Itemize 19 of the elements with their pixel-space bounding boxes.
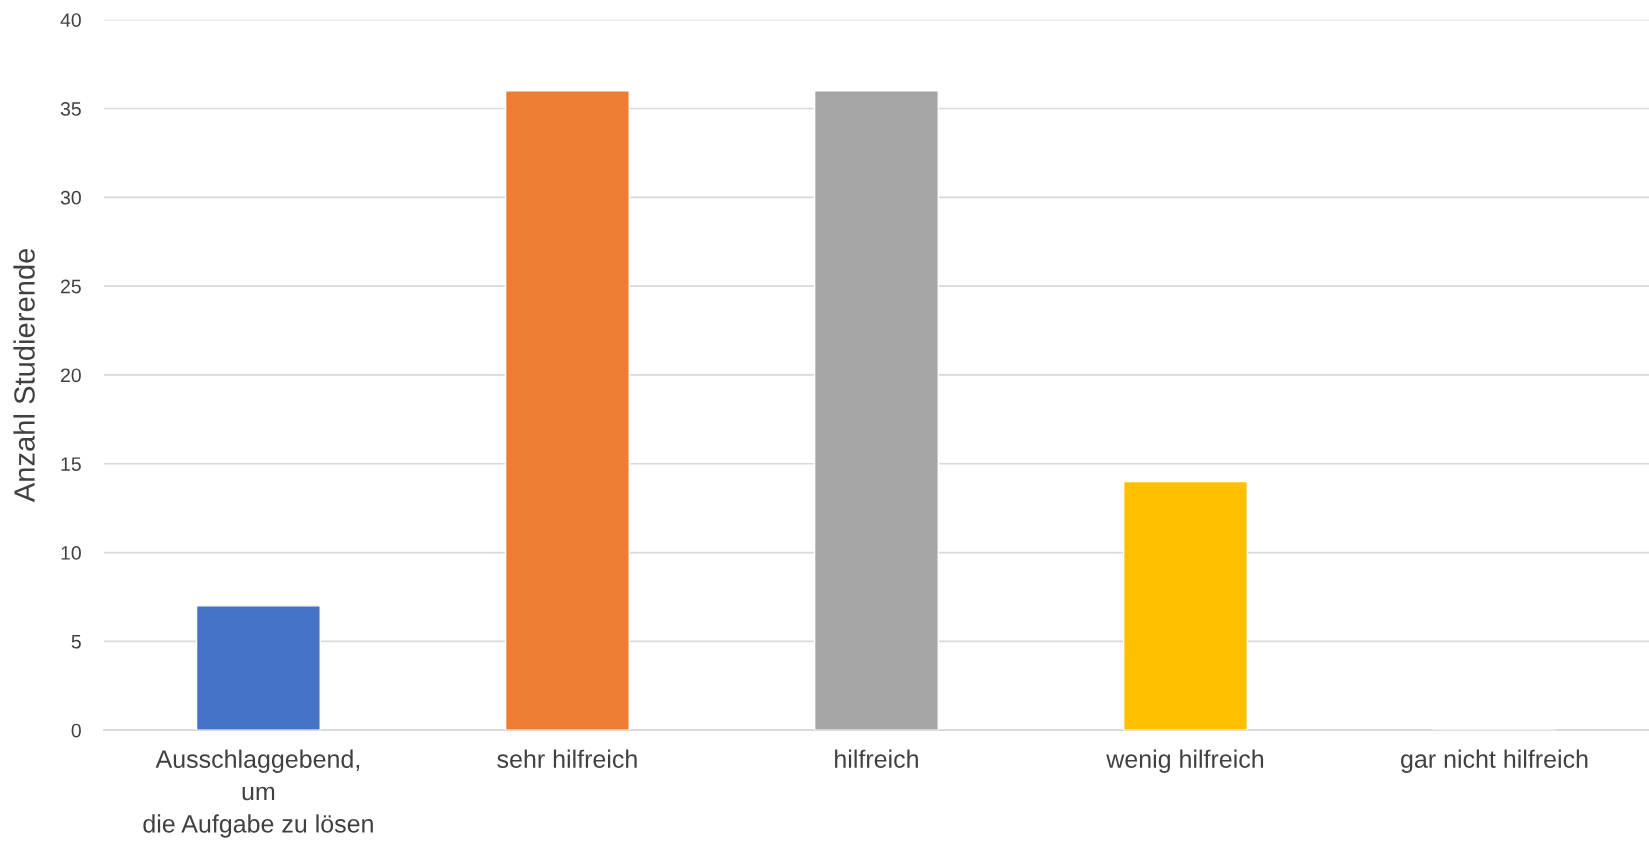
x-tick-label: sehr hilfreich bbox=[497, 749, 637, 768]
x-tick-label: gar nicht hilfreich bbox=[1401, 749, 1588, 773]
y-tick-label: 5 bbox=[71, 635, 81, 649]
bar bbox=[813, 90, 939, 731]
y-tick-label: 0 bbox=[71, 723, 81, 738]
y-tick-label: 20 bbox=[61, 368, 81, 383]
x-tick-label: Ausschlaggebend, um die Aufgabe zu lösen bbox=[143, 749, 373, 838]
y-axis-title: Anzahl Studierende bbox=[13, 248, 35, 503]
bar bbox=[195, 605, 321, 731]
x-tick-label: wenig hilfreich bbox=[1106, 749, 1264, 773]
y-tick-label: 35 bbox=[60, 102, 81, 116]
y-tick-label: 40 bbox=[60, 13, 81, 27]
y-tick-label: 10 bbox=[61, 546, 81, 560]
x-tick-label: hilfreich bbox=[835, 749, 918, 768]
y-tick-label: 15 bbox=[61, 457, 81, 471]
bar bbox=[504, 90, 630, 731]
bar bbox=[1122, 480, 1248, 731]
y-tick-label: 30 bbox=[60, 190, 81, 205]
y-tick-label: 25 bbox=[61, 279, 81, 294]
